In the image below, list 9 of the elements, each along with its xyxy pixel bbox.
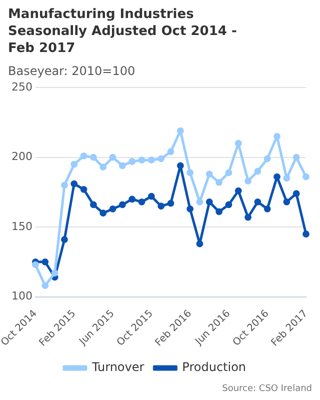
y-tick-label: 100 [11, 290, 32, 303]
chart-subtitle: Baseyear: 2010=100 [8, 64, 136, 78]
y-tick-label: 250 [11, 80, 32, 94]
legend-label: Turnover [90, 360, 144, 374]
y-tick-label: 200 [11, 150, 32, 164]
y-tick-label: 150 [11, 220, 32, 233]
source-note: Source: CSO Ireland [222, 384, 312, 394]
legend-label: Production [182, 360, 246, 374]
chart-title: Manufacturing Industries Seasonally Adjusted Oct 2014 - Feb 2017 [8, 6, 238, 57]
